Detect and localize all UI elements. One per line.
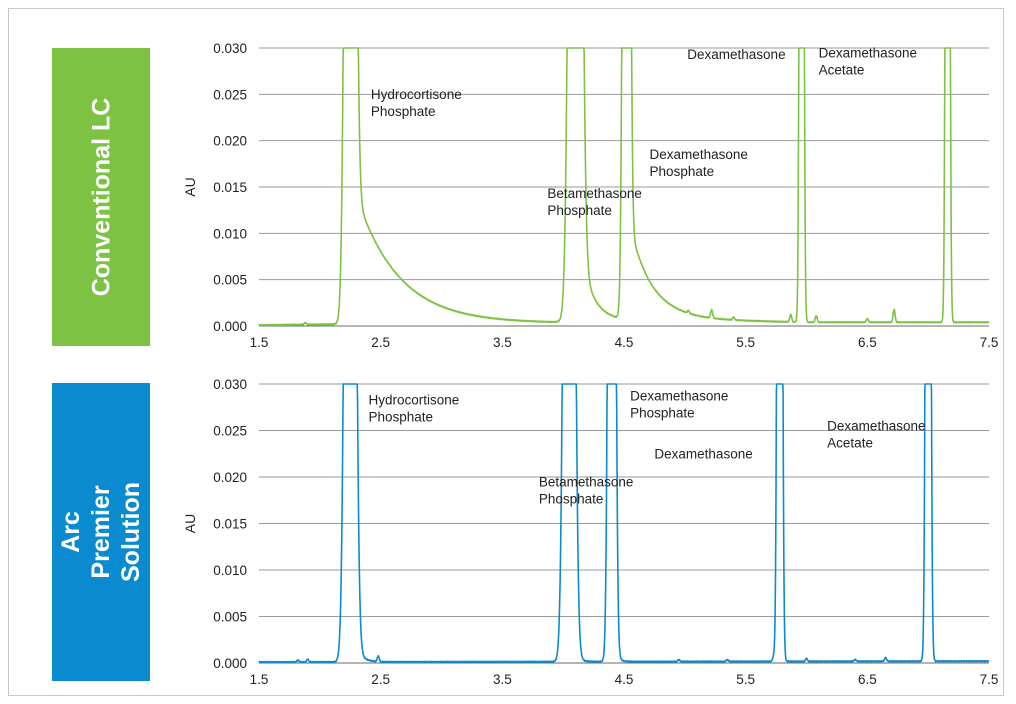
chromatogram-trace: [258, 383, 990, 664]
x-tick-label: 3.5: [493, 672, 512, 687]
x-tick-label: 5.5: [736, 672, 755, 687]
peak-annotation: Hydrocortisone Phosphate: [369, 392, 460, 424]
y-tick-label: 0.030: [213, 41, 247, 56]
y-axis-label: AU: [182, 177, 198, 196]
y-tick-label: 0.015: [213, 180, 247, 195]
x-tick-label: 7.5: [980, 672, 999, 687]
chart-panel-1: 0.000 0.005 0.010 0.015 0.020 0.025 0.030 1.5 2.…: [182, 377, 998, 687]
y-tick-label: 0.010: [213, 226, 247, 241]
y-tick-label: 0.000: [213, 319, 247, 334]
peak-annotation: Dexamethasone: [654, 446, 752, 461]
x-tick-label: 4.5: [615, 672, 634, 687]
panel-label-conventional-lc: Conventional LC: [52, 48, 150, 346]
chart-panel-0: 0.000 0.005 0.010 0.015 0.020 0.025 0.030 1.5 2.…: [182, 41, 998, 350]
y-tick-label: 0.020: [213, 470, 247, 485]
y-tick-label: 0.030: [213, 377, 247, 392]
y-tick-label: 0.025: [213, 424, 247, 439]
y-tick-label: 0.010: [213, 563, 247, 578]
x-tick-label: 2.5: [371, 335, 390, 350]
x-tick-label: 6.5: [858, 672, 877, 687]
peak-annotation: Betamethasone Phosphate: [539, 474, 634, 506]
y-tick-label: 0.025: [213, 87, 247, 102]
x-tick-label: 7.5: [980, 335, 999, 350]
figure-frame: [8, 8, 1004, 696]
y-tick-label: 0.000: [213, 656, 247, 671]
peak-annotation: Dexamethasone Phosphate: [630, 389, 728, 421]
peak-annotation: Dexamethasone Acetate: [827, 419, 925, 451]
peak-annotation: Dexamethasone Phosphate: [650, 147, 748, 179]
y-tick-label: 0.005: [213, 610, 247, 625]
panel-label-arc-premier: Arc Premier Solution: [52, 383, 150, 681]
peak-annotation: Betamethasone Phosphate: [547, 186, 642, 218]
y-axis-label: AU: [182, 514, 198, 533]
x-tick-label: 4.5: [615, 335, 634, 350]
x-tick-label: 5.5: [736, 335, 755, 350]
peak-annotation: Dexamethasone: [687, 47, 785, 62]
y-tick-label: 0.005: [213, 273, 247, 288]
x-tick-label: 1.5: [250, 672, 269, 687]
x-tick-label: 2.5: [371, 672, 390, 687]
peak-annotation: Dexamethasone Acetate: [819, 45, 917, 77]
peak-annotation: Hydrocortisone Phosphate: [371, 87, 462, 119]
chromatogram-trace: [258, 47, 990, 327]
y-tick-label: 0.015: [213, 517, 247, 532]
x-tick-label: 3.5: [493, 335, 512, 350]
x-tick-label: 6.5: [858, 335, 877, 350]
y-tick-label: 0.020: [213, 134, 247, 149]
x-tick-label: 1.5: [250, 335, 269, 350]
